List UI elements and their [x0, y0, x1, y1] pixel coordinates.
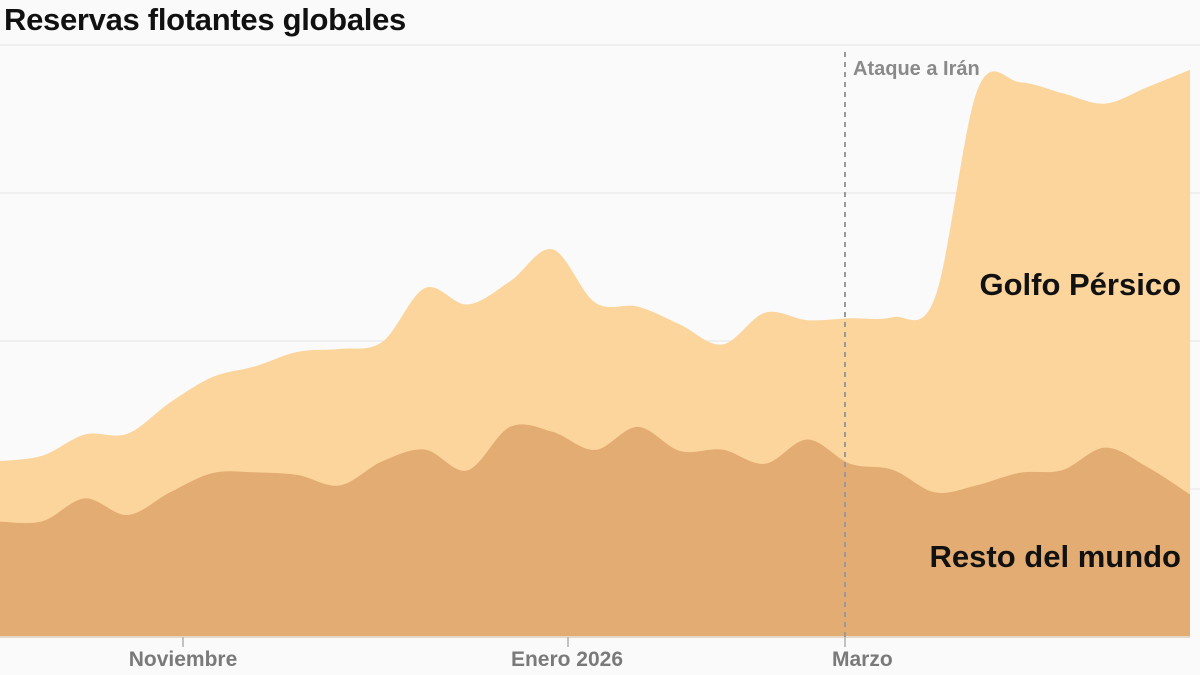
x-tick-label: Noviembre — [129, 648, 238, 671]
x-tick-label: Marzo — [832, 648, 893, 671]
event-label: Ataque a Irán — [853, 58, 980, 80]
area-series — [0, 69, 1190, 637]
x-axis: Noviembre Enero 2026 Marzo — [129, 637, 893, 671]
series-label-resto-del-mundo: Resto del mundo — [930, 539, 1181, 574]
chart-title: Reservas flotantes globales — [4, 2, 406, 37]
area-resto-del-mundo — [0, 424, 1190, 637]
x-tick-label: Enero 2026 — [511, 648, 623, 671]
series-label-golfo-persico: Golfo Pérsico — [979, 267, 1181, 302]
